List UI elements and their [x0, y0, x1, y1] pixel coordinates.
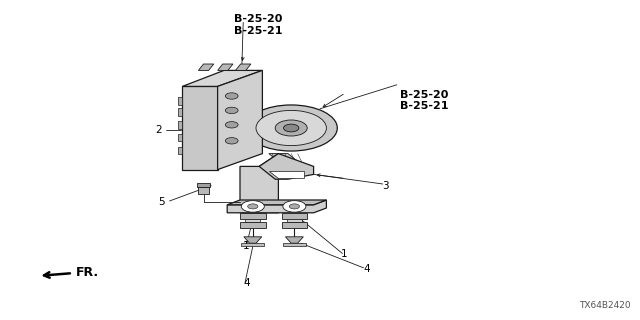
Text: 4: 4 — [243, 278, 250, 288]
Text: B-25-20
B-25-21: B-25-20 B-25-21 — [234, 14, 282, 36]
Polygon shape — [178, 97, 182, 105]
Polygon shape — [198, 187, 209, 194]
Polygon shape — [240, 222, 266, 228]
Polygon shape — [197, 183, 210, 187]
Polygon shape — [282, 213, 307, 219]
Polygon shape — [178, 121, 182, 129]
Text: B-25-20
B-25-21: B-25-20 B-25-21 — [400, 90, 449, 111]
Polygon shape — [236, 64, 251, 70]
Polygon shape — [269, 154, 304, 166]
Text: 1: 1 — [341, 249, 348, 260]
Text: 3: 3 — [383, 180, 389, 191]
Polygon shape — [283, 243, 306, 246]
Polygon shape — [198, 64, 214, 70]
Polygon shape — [244, 237, 262, 243]
Polygon shape — [245, 219, 260, 222]
Polygon shape — [227, 200, 326, 213]
Circle shape — [256, 110, 326, 146]
Polygon shape — [218, 70, 262, 170]
Text: 4: 4 — [364, 264, 370, 274]
Circle shape — [225, 122, 238, 128]
Polygon shape — [285, 237, 303, 243]
Polygon shape — [240, 154, 278, 213]
Circle shape — [245, 105, 337, 151]
Polygon shape — [259, 154, 314, 179]
Polygon shape — [182, 86, 218, 170]
Text: FR.: FR. — [44, 266, 99, 278]
Circle shape — [225, 93, 238, 99]
Text: 1: 1 — [243, 241, 249, 252]
Polygon shape — [287, 219, 302, 222]
Polygon shape — [269, 171, 304, 178]
Polygon shape — [218, 64, 233, 70]
Polygon shape — [241, 243, 264, 246]
Polygon shape — [282, 222, 307, 228]
Polygon shape — [227, 200, 326, 205]
Circle shape — [241, 201, 264, 212]
Polygon shape — [178, 108, 182, 116]
Text: TX64B2420: TX64B2420 — [579, 301, 630, 310]
Circle shape — [248, 204, 258, 209]
Polygon shape — [178, 147, 182, 154]
Circle shape — [283, 201, 306, 212]
Circle shape — [225, 107, 238, 114]
Polygon shape — [182, 70, 262, 86]
Circle shape — [225, 138, 238, 144]
Text: 5: 5 — [158, 196, 164, 207]
Circle shape — [275, 120, 307, 136]
Text: 2: 2 — [156, 124, 162, 135]
Polygon shape — [240, 213, 266, 219]
Polygon shape — [178, 134, 182, 141]
Circle shape — [284, 124, 299, 132]
Circle shape — [289, 204, 300, 209]
